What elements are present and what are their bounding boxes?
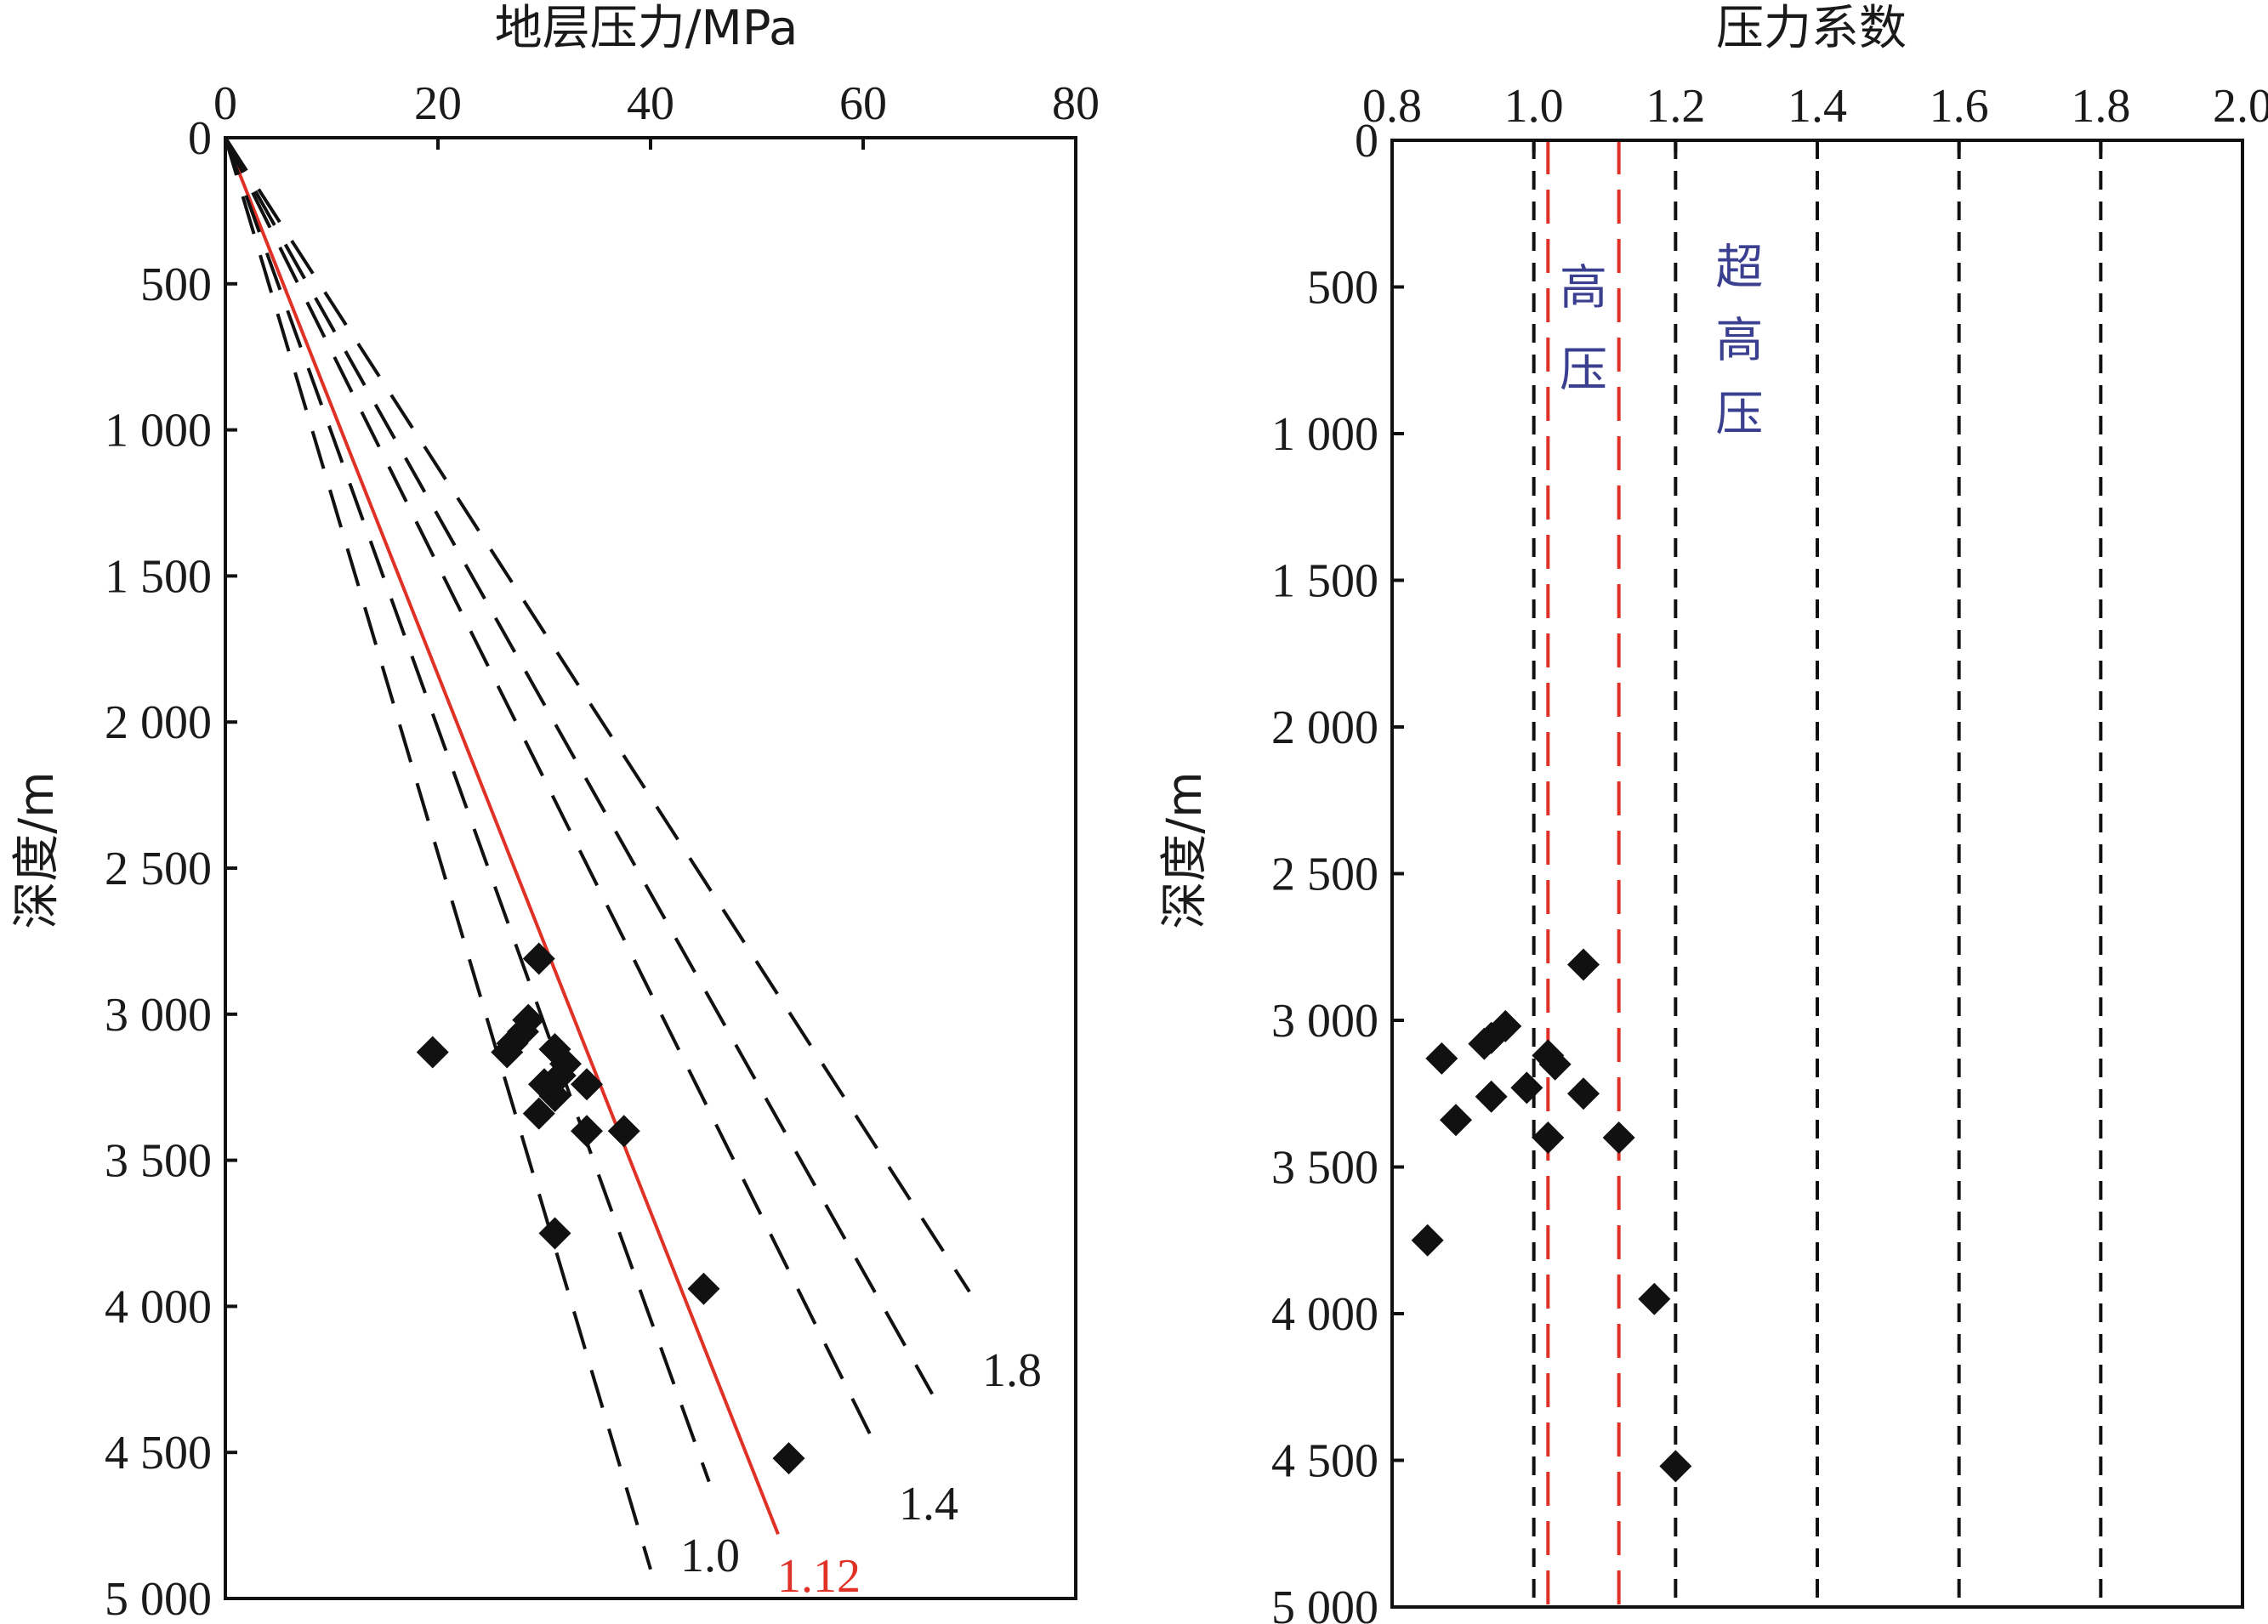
left-x-tick-label-60: 60 [839, 77, 887, 130]
right-x-tick-label-1-6: 1.6 [1930, 80, 1989, 133]
left-plot-frame [224, 136, 1077, 1600]
right-chart-title: 压力系数 [1716, 1, 1907, 56]
zone-label-ultra-high-pressure-char-1: 高 [1715, 314, 1763, 369]
line-label-1-8: 1.8 [982, 1344, 1042, 1397]
right-data-point-12 [1602, 1121, 1635, 1154]
left-data-point-12 [522, 1097, 555, 1130]
right-y-tick-label-1-000: 1 000 [1271, 408, 1378, 461]
right-data-point-8 [1475, 1080, 1508, 1113]
zone-label-ultra-high-pressure-char-2: 压 [1715, 387, 1763, 442]
zone-label-ultra-high-pressure-char-0: 超 [1715, 240, 1763, 295]
right-x-tick-label-0-8: 0.8 [1362, 80, 1422, 133]
left-data-point-10 [571, 1068, 603, 1101]
line-label-1-4: 1.4 [899, 1478, 958, 1530]
right-data-point-10 [1440, 1104, 1472, 1137]
left-data-point-1 [416, 1036, 449, 1069]
right-x-ticks: 0.8 1.0 1.2 1.4 1.6 1.8 2.0 [1362, 80, 2268, 152]
right-data-point-6 [1538, 1048, 1572, 1081]
pressure-line-1-8 [224, 136, 971, 1293]
left-reference-lines [224, 136, 971, 1570]
right-plot-frame [1390, 139, 2244, 1609]
left-x-tick-label-40: 40 [627, 77, 674, 130]
left-x-ticks: 0 20 40 60 80 [213, 77, 1100, 150]
left-y-tick-label-3-000: 3 000 [105, 989, 212, 1042]
right-y-axis-label: 深度/m [1157, 771, 1213, 928]
right-data-point-0 [1567, 948, 1600, 981]
pressure-line-1-12 [224, 137, 780, 1536]
right-x-tick-label-1-0: 1.0 [1504, 80, 1564, 133]
left-data-point-14 [607, 1115, 640, 1148]
left-y-tick-label-4-500: 4 500 [105, 1427, 212, 1479]
right-x-tick-label-1-4: 1.4 [1788, 80, 1847, 133]
right-x-tick-label-1-2: 1.2 [1646, 80, 1705, 133]
right-data-point-14 [1638, 1282, 1671, 1315]
left-y-tick-label-1-000: 1 000 [105, 405, 212, 457]
right-y-ticks: 0 500 1 000 1 500 2 000 2 500 3 000 3 500 4 000 4… [1271, 115, 1404, 1624]
left-y-tick-label-1-500: 1 500 [105, 550, 212, 603]
right-y-tick-label-5-000: 5 000 [1271, 1581, 1378, 1624]
right-y-tick-label-500: 500 [1307, 262, 1378, 315]
right-data-point-7 [1510, 1071, 1543, 1104]
zone-label-high-pressure-char-1: 压 [1560, 343, 1607, 398]
right-y-tick-label-2-500: 2 500 [1271, 849, 1378, 901]
left-data-point-13 [571, 1115, 603, 1148]
left-y-axis-label: 深度/m [9, 771, 65, 928]
left-y-tick-label-4-000: 4 000 [105, 1280, 212, 1333]
left-x-tick-label-20: 20 [414, 77, 462, 130]
left-data-point-11 [538, 1080, 571, 1113]
left-y-tick-label-500: 500 [140, 258, 212, 311]
left-y-tick-label-3-500: 3 500 [105, 1135, 212, 1188]
right-y-tick-label-3-000: 3 000 [1271, 995, 1378, 1048]
pressure-line-1-6 [224, 137, 934, 1395]
left-y-tick-label-0: 0 [188, 112, 212, 165]
pressure-depth-panel: 地层压力/MPa 深度/m 0 20 40 60 80 0 500 1 000 1 500 2 … [9, 1, 1100, 1624]
right-data-point-4 [1425, 1042, 1458, 1075]
left-data-point-16 [687, 1272, 720, 1305]
right-y-tick-label-2-000: 2 000 [1271, 701, 1378, 754]
right-y-tick-label-0: 0 [1355, 115, 1378, 168]
left-data-point-17 [772, 1442, 805, 1475]
right-data-points [1411, 948, 1692, 1483]
left-data-point-5 [491, 1036, 524, 1069]
right-y-tick-label-4-500: 4 500 [1271, 1435, 1378, 1488]
left-x-tick-label-80: 80 [1052, 77, 1100, 130]
line-label-1-12: 1.12 [777, 1550, 861, 1603]
left-data-point-0 [522, 942, 555, 975]
right-x-tick-label-1-8: 1.8 [2071, 80, 2130, 133]
left-data-points [416, 942, 805, 1475]
right-data-point-9 [1567, 1077, 1600, 1110]
left-y-tick-label-5-000: 5 000 [105, 1573, 212, 1624]
left-chart-title: 地层压力/MPa [495, 1, 799, 56]
right-data-point-3 [1468, 1027, 1501, 1060]
pressure-line-1 [224, 137, 652, 1570]
pressure-line-1-4 [224, 137, 881, 1454]
right-x-tick-label-2-0: 2.0 [2213, 80, 2268, 133]
left-data-point-15 [538, 1217, 571, 1250]
line-label-1-0: 1.0 [680, 1530, 740, 1582]
right-y-tick-label-4-000: 4 000 [1271, 1288, 1378, 1341]
zone-label-high-pressure-char-0: 高 [1560, 261, 1607, 316]
left-y-tick-label-2-000: 2 000 [105, 696, 212, 749]
right-vertical-lines [1532, 140, 2103, 1607]
left-y-ticks: 0 500 1 000 1 500 2 000 2 500 3 000 3 500 4 000 4… [105, 112, 237, 1624]
pressure-line-1-2 [224, 137, 711, 1483]
left-x-tick-label-0: 0 [213, 77, 237, 130]
left-y-tick-label-2-500: 2 500 [105, 843, 212, 895]
right-data-point-13 [1411, 1224, 1444, 1257]
left-line-labels: 1.0 1.12 1.4 1.8 [680, 1344, 1042, 1603]
coefficient-depth-panel: 压力系数 深度/m 0.8 1.0 1.2 1.4 1.6 1.8 2.0 0 500 1 00… [1157, 1, 2268, 1624]
right-y-tick-label-3-500: 3 500 [1271, 1142, 1378, 1195]
right-data-point-15 [1659, 1450, 1692, 1483]
right-data-point-11 [1532, 1121, 1565, 1154]
right-y-tick-label-1-500: 1 500 [1271, 555, 1378, 608]
